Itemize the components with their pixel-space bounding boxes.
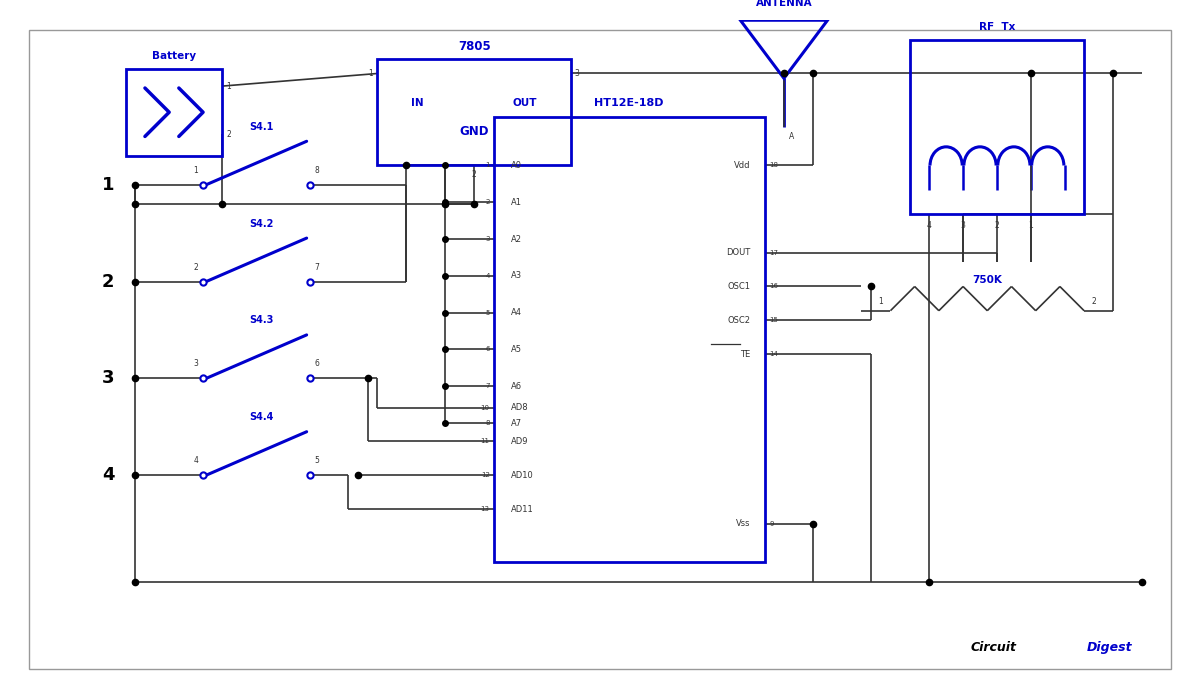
Text: OSC1: OSC1: [727, 282, 750, 291]
Text: 4: 4: [193, 456, 198, 465]
Text: 7: 7: [485, 384, 490, 389]
Text: OUT: OUT: [512, 97, 538, 107]
Text: A: A: [790, 132, 794, 141]
Text: A5: A5: [511, 345, 522, 354]
Text: RF  Tx: RF Tx: [979, 22, 1015, 32]
Text: AD8: AD8: [511, 403, 528, 412]
Bar: [493, 117, 764, 562]
Text: 1: 1: [193, 166, 198, 175]
Text: 17: 17: [769, 250, 779, 256]
Text: 3: 3: [102, 369, 114, 388]
Bar: [377, 59, 571, 165]
Text: 1: 1: [368, 69, 373, 78]
Text: 2: 2: [193, 262, 198, 271]
Text: Circuit: Circuit: [971, 641, 1016, 654]
Text: A3: A3: [511, 271, 522, 280]
Bar: [910, 39, 1084, 214]
Text: 2: 2: [485, 199, 490, 205]
Text: 12: 12: [481, 473, 490, 478]
Text: S4.4: S4.4: [248, 412, 274, 422]
Text: 8: 8: [485, 420, 490, 426]
Text: Digest: Digest: [1087, 641, 1133, 654]
Text: TE: TE: [740, 350, 750, 359]
Text: 1: 1: [485, 163, 490, 169]
Text: Vdd: Vdd: [733, 161, 750, 170]
Text: A7: A7: [511, 418, 522, 428]
Text: 4: 4: [926, 221, 931, 230]
Text: 16: 16: [769, 284, 779, 290]
Text: A4: A4: [511, 308, 522, 317]
Text: Battery: Battery: [152, 51, 196, 61]
Text: GND: GND: [460, 125, 488, 138]
Text: AD11: AD11: [511, 505, 534, 513]
Text: 8: 8: [314, 166, 319, 175]
Text: 18: 18: [769, 163, 779, 169]
Text: OSC2: OSC2: [727, 316, 750, 325]
Text: A2: A2: [511, 235, 522, 243]
Text: S4.1: S4.1: [248, 122, 274, 132]
Text: 1: 1: [227, 82, 232, 90]
Text: 750K: 750K: [972, 275, 1002, 285]
Text: 1: 1: [1028, 221, 1033, 230]
Text: 14: 14: [769, 352, 779, 357]
Text: 3: 3: [485, 236, 490, 242]
Text: DOUT: DOUT: [726, 248, 750, 257]
Text: 2: 2: [472, 170, 476, 180]
Text: 4: 4: [102, 466, 114, 484]
Text: 4: 4: [485, 273, 490, 279]
Text: 1: 1: [878, 296, 883, 305]
Bar: [126, 69, 222, 156]
Text: 3: 3: [961, 221, 966, 230]
Text: A1: A1: [511, 198, 522, 207]
Text: S4.3: S4.3: [248, 316, 274, 326]
Text: 2: 2: [1091, 296, 1096, 305]
Text: A0: A0: [511, 161, 522, 170]
Text: 9: 9: [769, 521, 774, 527]
Text: ANTENNA: ANTENNA: [756, 0, 812, 8]
Text: 13: 13: [481, 506, 490, 512]
Text: AD9: AD9: [511, 437, 528, 446]
Text: 7805: 7805: [457, 40, 491, 53]
Text: 6: 6: [314, 360, 319, 369]
Text: 10: 10: [481, 405, 490, 411]
Text: 2: 2: [995, 221, 1000, 230]
Text: 2: 2: [102, 273, 114, 290]
Text: A6: A6: [511, 381, 522, 391]
Text: 3: 3: [193, 360, 198, 369]
Text: 15: 15: [769, 318, 779, 324]
Text: 6: 6: [485, 346, 490, 352]
Text: 7: 7: [314, 262, 319, 271]
Text: AD10: AD10: [511, 471, 534, 480]
Text: 5: 5: [314, 456, 319, 465]
Text: IN: IN: [412, 97, 424, 107]
Text: S4.2: S4.2: [248, 218, 274, 228]
Text: 5: 5: [485, 309, 490, 316]
Text: 2: 2: [227, 130, 232, 139]
Text: 1: 1: [102, 176, 114, 194]
Text: HT12E-18D: HT12E-18D: [594, 97, 664, 107]
Text: Vss: Vss: [736, 520, 750, 528]
Text: 11: 11: [481, 439, 490, 445]
Text: 3: 3: [575, 69, 580, 78]
